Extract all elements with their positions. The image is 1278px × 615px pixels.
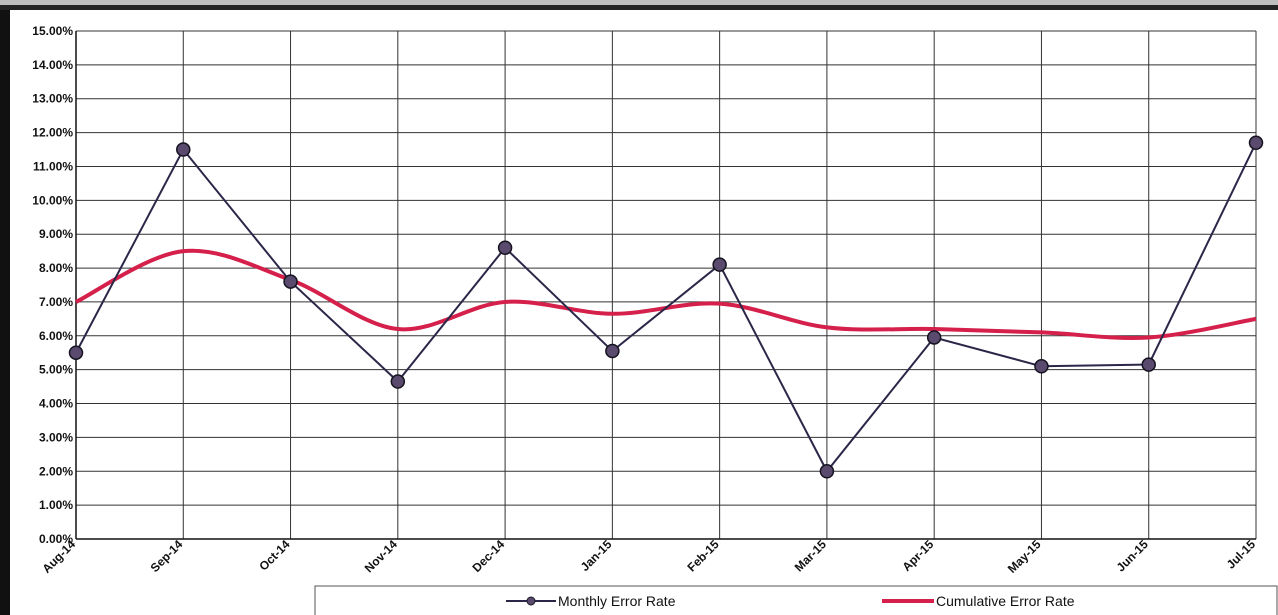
y-tick-label: 4.00% bbox=[39, 397, 73, 411]
y-tick-label: 6.00% bbox=[39, 329, 73, 343]
monthly-error-rate-point bbox=[605, 343, 620, 359]
y-tick-label: 1.00% bbox=[39, 498, 73, 512]
y-tick-label: 5.00% bbox=[39, 363, 73, 377]
monthly-error-rate-point bbox=[283, 274, 298, 289]
grid bbox=[75, 30, 1257, 540]
monthly-error-rate-point bbox=[68, 345, 84, 360]
legend: Monthly Error Rate Cumulative Error Rate bbox=[314, 585, 1278, 615]
left-frame-bar bbox=[0, 10, 10, 615]
legend-label-cumulative: Cumulative Error Rate bbox=[936, 593, 1075, 609]
y-tick-label: 8.00% bbox=[39, 261, 73, 275]
monthly-error-rate-point bbox=[926, 330, 942, 345]
legend-box bbox=[314, 585, 1278, 615]
y-tick-label: 11.00% bbox=[33, 159, 73, 173]
y-tick-label: 9.00% bbox=[39, 227, 73, 241]
top-frame-line bbox=[0, 5, 1278, 10]
cumulative-error-rate-line bbox=[75, 248, 1257, 340]
monthly-error-rate-point bbox=[1248, 135, 1264, 151]
y-tick-label: 14.00% bbox=[32, 58, 73, 72]
y-tick-label: 2.00% bbox=[39, 464, 73, 478]
monthly-error-rate-point bbox=[390, 374, 406, 389]
monthly-error-rate-point bbox=[1034, 359, 1049, 374]
y-tick-label: 7.00% bbox=[39, 295, 73, 309]
y-tick-label: 15.00% bbox=[32, 24, 73, 38]
series bbox=[68, 135, 1264, 479]
y-tick-label: 12.00% bbox=[32, 126, 73, 140]
y-tick-label: 13.00% bbox=[32, 92, 73, 106]
monthly-error-rate-point bbox=[1141, 357, 1156, 372]
top-border-band bbox=[0, 0, 1278, 5]
y-axis-ticks: 0.00% 1.00% 2.00% 3.00% 4.00% 5.00% 6.00% 7.00%… bbox=[32, 24, 73, 546]
monthly-error-rate-point bbox=[176, 142, 191, 157]
monthly-error-rate-line bbox=[75, 142, 1257, 474]
monthly-error-rate-point bbox=[497, 240, 513, 255]
y-tick-label: 10.00% bbox=[32, 193, 73, 207]
y-tick-label: 3.00% bbox=[39, 430, 73, 444]
y-tick-label: 0.00% bbox=[39, 532, 73, 546]
monthly-error-rate-point bbox=[712, 257, 727, 272]
monthly-error-rate-point bbox=[819, 464, 835, 479]
legend-marker-monthly bbox=[526, 596, 536, 606]
legend-label-monthly: Monthly Error Rate bbox=[558, 593, 676, 609]
